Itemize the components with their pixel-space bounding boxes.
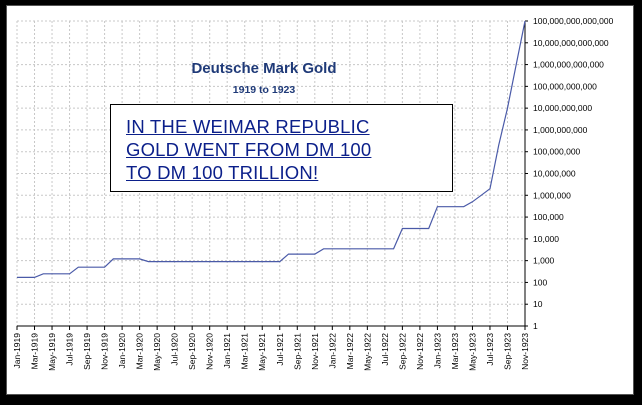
y-tick-label: 10,000 (533, 234, 559, 244)
x-tick-label: Jul-1920 (170, 333, 180, 366)
x-tick-labels: Jan-1919 Mar-1919 May-1919 Jul-1919 Sep-1919… (12, 333, 530, 371)
y-tick-label: 100,000,000,000,000 (533, 16, 614, 26)
x-tick-label: Mar-1922 (345, 333, 355, 370)
y-tick-label: 10,000,000,000,000 (533, 38, 609, 48)
x-tick-label: Jan-1923 (432, 333, 442, 369)
x-tick-label: Sep-1920 (187, 333, 197, 370)
y-tick-label: 1,000,000 (533, 190, 571, 200)
x-tick-label: Jul-1922 (380, 333, 390, 366)
series-line (17, 20, 526, 278)
x-tick-label: May-1923 (467, 333, 477, 371)
y-tick-label: 1,000,000,000 (533, 125, 588, 135)
callout-line-1: IN THE WEIMAR REPUBLIC (126, 116, 370, 137)
x-tick-label: May-1921 (257, 333, 267, 371)
x-tick-label: Jan-1920 (117, 333, 127, 369)
y-tick-label: 10,000,000 (533, 169, 576, 179)
y-tick-label: 1,000,000,000,000 (533, 60, 604, 70)
y-tick-label: 100 (533, 277, 547, 287)
x-tick-label: Jul-1921 (275, 333, 285, 366)
x-tick-label: Jan-1922 (327, 333, 337, 369)
x-tick-label: Sep-1922 (397, 333, 407, 370)
y-tick-label: 1 (533, 321, 538, 331)
x-tick-label: May-1919 (47, 333, 57, 371)
callout-box: IN THE WEIMAR REPUBLIC GOLD WENT FROM DM… (110, 104, 453, 192)
y-tick-labels: 1 10 100 1,000 10,000 100,000 1,000,000 10,000,… (533, 16, 614, 331)
x-tick-label: Mar-1919 (30, 333, 40, 370)
axes (17, 21, 526, 327)
x-tick-label: Mar-1923 (450, 333, 460, 370)
x-tick-label: May-1922 (362, 333, 372, 371)
chart-title: Deutsche Mark Gold (191, 60, 336, 77)
x-tick-label: Mar-1921 (240, 333, 250, 370)
y-tick-label: 100,000,000 (533, 147, 581, 157)
y-tick-label: 1,000 (533, 256, 555, 266)
y-tick-label: 100,000 (533, 212, 564, 222)
x-tick-label: Mar-1920 (135, 333, 145, 370)
x-tick-label: Jan-1921 (222, 333, 232, 369)
chart-frame (6, 5, 634, 395)
x-tick-label: Nov-1923 (520, 333, 530, 370)
x-tick-label: Sep-1923 (502, 333, 512, 370)
y-tick-label: 10 (533, 299, 543, 309)
x-tick-label: Nov-1920 (205, 333, 215, 370)
y-tick-label: 100,000,000,000 (533, 81, 597, 91)
x-tick-label: Jan-1919 (12, 333, 22, 369)
x-tick-label: Nov-1921 (310, 333, 320, 370)
callout-line-3: TO DM 100 TRILLION! (126, 162, 319, 183)
x-tick-label: May-1920 (152, 333, 162, 371)
x-tick-label: Sep-1919 (82, 333, 92, 370)
x-tick-label: Nov-1919 (100, 333, 110, 370)
x-tick-label: Sep-1921 (292, 333, 302, 370)
callout-line-2: GOLD WENT FROM DM 100 (126, 139, 372, 160)
x-tick-label: Jul-1919 (65, 333, 75, 366)
x-tick-label: Jul-1923 (485, 333, 495, 366)
chart-subtitle: 1919 to 1923 (233, 84, 296, 96)
y-tick-label: 10,000,000,000 (533, 103, 592, 113)
x-tick-label: Nov-1922 (415, 333, 425, 370)
